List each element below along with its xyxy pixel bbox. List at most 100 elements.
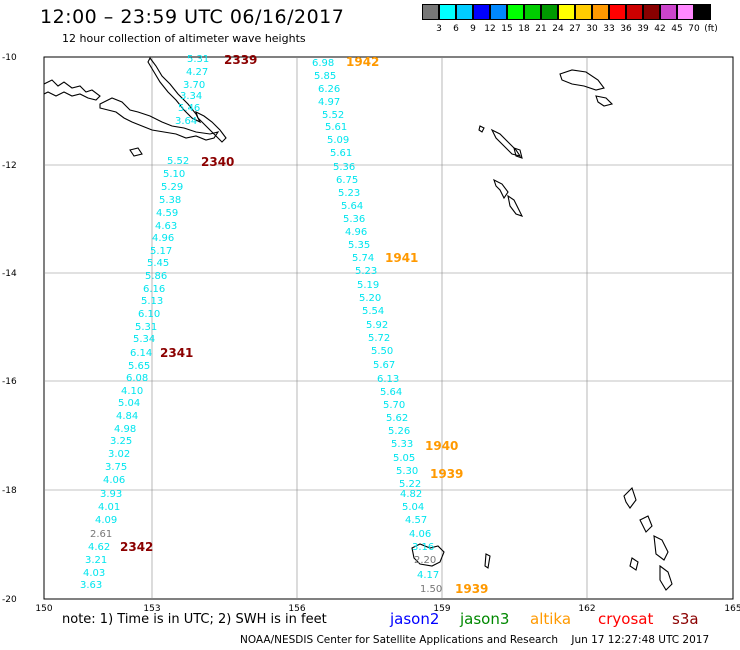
island-solomon-2 <box>595 95 614 107</box>
map-subtitle: 12 hour collection of altimeter wave hei… <box>62 32 306 45</box>
wave-height-value: 4.01 <box>98 502 120 513</box>
colorbar-label: 27 <box>569 24 581 34</box>
colorbar-swatch <box>507 4 524 20</box>
wave-height-value: 4.03 <box>83 568 105 579</box>
wave-height-value: 4.62 <box>88 542 110 553</box>
colorbar-swatch <box>422 4 439 20</box>
pass-label: 2341 <box>160 346 193 360</box>
pass-label: 1939 <box>430 467 463 481</box>
island-new-guinea-tip <box>43 79 101 101</box>
wave-height-value: 6.26 <box>318 84 340 95</box>
wave-height-value: 5.61 <box>330 148 352 159</box>
wave-height-value: 4.96 <box>152 233 174 244</box>
pass-label: 1942 <box>346 55 379 69</box>
colorbar-swatch <box>626 4 643 20</box>
wave-height-value: 4.63 <box>155 221 177 232</box>
wave-height-value: 5.34 <box>133 334 155 345</box>
longitude-tick-label: 153 <box>143 604 160 614</box>
wave-height-value: 4.57 <box>405 515 427 526</box>
wave-height-value: 3.16 <box>412 542 434 553</box>
wave-height-value: 5.38 <box>159 195 181 206</box>
wave-height-value: 5.46 <box>178 103 200 114</box>
wave-height-value: 4.10 <box>121 386 143 397</box>
pass-label: 1941 <box>385 251 418 265</box>
wave-height-value: 5.64 <box>380 387 402 398</box>
latitude-tick-label: -18 <box>2 486 17 496</box>
wave-height-value: 5.45 <box>147 258 169 269</box>
wave-height-value: 5.86 <box>145 271 167 282</box>
colorbar-swatch <box>558 4 575 20</box>
wave-height-value: 5.64 <box>341 201 363 212</box>
pass-label: 2342 <box>120 540 153 554</box>
longitude-tick-label: 159 <box>433 604 450 614</box>
wave-height-value: 5.70 <box>383 400 405 411</box>
wave-height-value: 5.67 <box>373 360 395 371</box>
colorbar-label: 18 <box>518 24 530 34</box>
wave-height-value: 3.21 <box>85 555 107 566</box>
legend-altika: altika <box>530 610 572 628</box>
island-rennell <box>493 178 509 200</box>
island-solomon-1 <box>559 69 605 91</box>
wave-height-value: 3.75 <box>105 462 127 473</box>
island-solomon-4 <box>513 147 523 159</box>
colorbar-label: 12 <box>484 24 496 34</box>
wave-height-value: 3.70 <box>183 80 205 91</box>
wave-height-value: 5.17 <box>150 246 172 257</box>
colorbar-label: 21 <box>535 24 547 34</box>
wave-height-value: 5.22 <box>399 479 421 490</box>
wave-height-value: 5.13 <box>141 296 163 307</box>
wave-height-value: 3.34 <box>180 91 202 102</box>
colorbar-label: (ft) <box>704 24 718 34</box>
colorbar-swatch <box>575 4 592 20</box>
colorbar-swatch <box>439 4 456 20</box>
plot-frame <box>43 56 734 600</box>
wave-height-value: 5.05 <box>393 453 415 464</box>
wave-height-value: 5.36 <box>343 214 365 225</box>
wave-height-value: 5.23 <box>355 266 377 277</box>
wave-height-value: 4.09 <box>95 515 117 526</box>
colorbar-label: 45 <box>671 24 683 34</box>
coastlines <box>43 56 673 591</box>
latitude-tick-label: -16 <box>2 377 17 387</box>
wave-height-value: 5.74 <box>352 253 374 264</box>
wave-height-value: 3.63 <box>80 580 102 591</box>
colorbar-swatch <box>592 4 609 20</box>
wave-height-value: 5.50 <box>371 346 393 357</box>
wave-height-value: 3.25 <box>110 436 132 447</box>
colorbar-swatch <box>524 4 541 20</box>
legend-s3a: s3a <box>672 610 699 628</box>
wave-height-value: 2.20 <box>414 555 436 566</box>
graticule: -10 -12 -14 -16 -18 -20 150 153 156 159 162 165 <box>2 53 740 614</box>
legend-jason2: jason2 <box>390 610 440 628</box>
colorbar-swatch <box>609 4 626 20</box>
map-title: 12:00 – 23:59 UTC 06/16/2017 <box>40 6 345 28</box>
wave-height-value: 5.33 <box>391 439 413 450</box>
wave-height-value: 3.02 <box>108 449 130 460</box>
latitude-tick-label: -10 <box>2 53 17 63</box>
island-small-2 <box>478 125 485 133</box>
island-vanuatu-2 <box>639 515 653 533</box>
colorbar-label: 39 <box>637 24 649 34</box>
colorbar-label: 42 <box>654 24 666 34</box>
wave-height-value: 6.98 <box>312 58 334 69</box>
colorbar-label: 70 <box>688 24 700 34</box>
legend-jason3: jason3 <box>460 610 510 628</box>
island-solomon-3 <box>490 128 522 157</box>
colorbar-swatch <box>473 4 490 20</box>
longitude-tick-label: 165 <box>724 604 740 614</box>
wave-height-value: 6.08 <box>126 373 148 384</box>
pass-label: 1940 <box>425 439 458 453</box>
wave-height-value: 5.61 <box>325 122 347 133</box>
wave-height-value: 4.17 <box>417 570 439 581</box>
wave-height-value: 5.23 <box>338 188 360 199</box>
island-bougainville <box>195 110 227 143</box>
colorbar-swatch <box>456 4 473 20</box>
colorbar-swatch <box>490 4 507 20</box>
wave-height-value: 5.52 <box>322 110 344 121</box>
island-chesterfield <box>411 543 445 567</box>
wave-height-value: 4.27 <box>186 67 208 78</box>
longitude-tick-label: 156 <box>288 604 305 614</box>
wave-height-value: 5.35 <box>348 240 370 251</box>
